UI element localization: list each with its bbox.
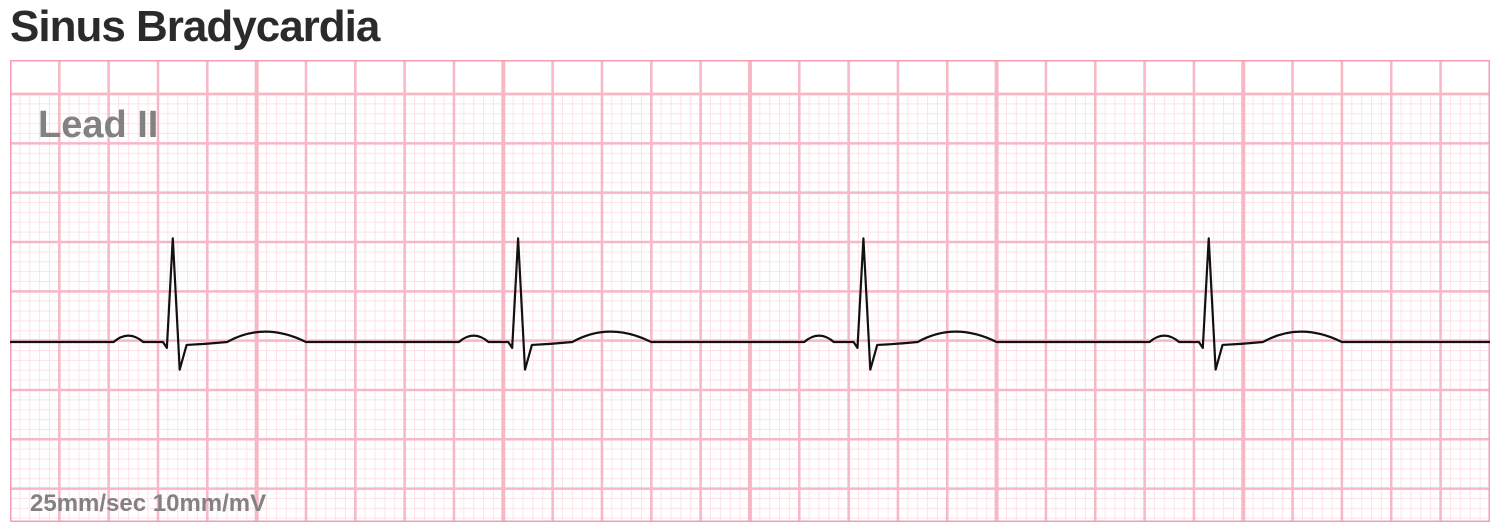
page-title: Sinus Bradycardia xyxy=(10,2,379,52)
ecg-strip xyxy=(10,60,1490,522)
scale-label: 25mm/sec 10mm/mV xyxy=(30,490,266,518)
lead-label: Lead II xyxy=(38,104,158,147)
ecg-svg xyxy=(10,60,1490,522)
